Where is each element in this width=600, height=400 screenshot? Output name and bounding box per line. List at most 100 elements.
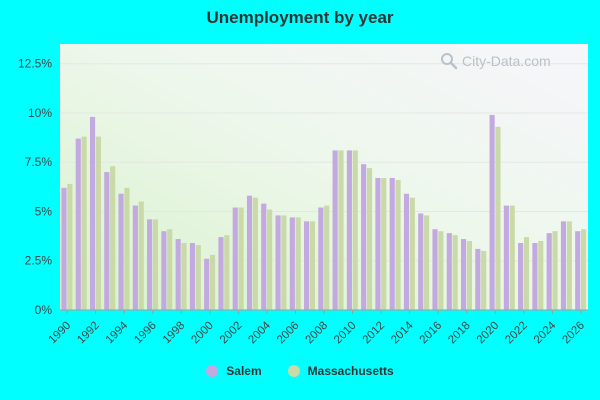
bar-massachusetts-2017 <box>452 235 458 310</box>
legend-item-salem: Salem <box>206 364 262 378</box>
bar-massachusetts-2001 <box>224 235 230 310</box>
bar-salem-2002 <box>232 207 238 310</box>
y-tick-label: 2.5% <box>25 254 53 268</box>
bar-salem-2024 <box>546 233 552 310</box>
bar-massachusetts-2014 <box>409 197 415 310</box>
x-tick-label: 2010 <box>332 320 359 347</box>
bar-salem-1993 <box>104 172 110 310</box>
x-tick-label: 2020 <box>475 320 502 347</box>
x-tick-label: 2000 <box>189 320 216 347</box>
bar-salem-1999 <box>189 243 195 310</box>
bar-salem-2007 <box>304 221 310 310</box>
bar-salem-2026 <box>575 231 581 310</box>
bar-massachusetts-2018 <box>466 241 472 310</box>
bar-massachusetts-1993 <box>110 166 116 310</box>
bar-salem-2015 <box>418 213 424 310</box>
bar-massachusetts-1990 <box>67 183 73 310</box>
x-tick-label: 2022 <box>503 320 530 347</box>
bars <box>61 114 587 311</box>
x-tick-label: 2004 <box>246 319 273 346</box>
bar-massachusetts-2025 <box>566 221 572 310</box>
bar-salem-2000 <box>204 258 210 310</box>
legend-label-salem: Salem <box>226 364 262 378</box>
bar-salem-2011 <box>361 164 367 310</box>
y-tick-label: 5% <box>35 204 53 218</box>
legend-swatch-massachusetts <box>287 365 300 377</box>
bar-salem-2019 <box>475 248 481 310</box>
bar-massachusetts-2026 <box>581 229 587 310</box>
bar-salem-1997 <box>161 231 167 310</box>
bar-salem-2022 <box>518 243 524 310</box>
magnifier-icon <box>441 53 458 70</box>
x-tick-label: 2006 <box>275 320 302 347</box>
bar-salem-2025 <box>560 221 567 310</box>
bar-salem-2021 <box>503 205 509 310</box>
bar-massachusetts-2024 <box>552 231 558 310</box>
x-tick-label: 2008 <box>304 320 331 347</box>
watermark-text: City-Data.com <box>462 53 551 69</box>
bar-salem-2014 <box>403 193 410 310</box>
bar-salem-2023 <box>532 243 538 310</box>
bar-massachusetts-2009 <box>338 150 344 310</box>
bar-salem-2013 <box>389 177 395 310</box>
x-tick-label: 1998 <box>161 320 188 347</box>
legend: Salem Massachusetts <box>0 364 600 378</box>
bar-massachusetts-2007 <box>309 221 316 310</box>
bar-salem-1992 <box>89 116 96 311</box>
bar-massachusetts-2020 <box>495 126 501 310</box>
bar-salem-2018 <box>460 239 467 310</box>
bar-massachusetts-2013 <box>395 179 401 310</box>
y-tick-label: 12.5% <box>18 57 52 71</box>
bar-massachusetts-1996 <box>152 219 159 310</box>
x-tick-label: 2012 <box>361 320 388 347</box>
bar-massachusetts-2023 <box>538 241 544 310</box>
bar-salem-2017 <box>446 233 452 310</box>
x-tick-label: 2016 <box>418 320 445 347</box>
bar-massachusetts-1994 <box>124 187 130 310</box>
x-tick-label: 1992 <box>75 320 102 347</box>
bar-salem-2006 <box>289 217 295 310</box>
legend-swatch-salem <box>206 365 219 377</box>
bar-salem-2010 <box>346 150 352 310</box>
bar-massachusetts-2008 <box>324 205 330 310</box>
bar-massachusetts-2015 <box>424 215 430 310</box>
bar-massachusetts-1992 <box>95 136 101 310</box>
bar-salem-2009 <box>332 150 338 310</box>
bar-salem-1991 <box>75 138 81 310</box>
x-tick-label: 1994 <box>104 319 131 346</box>
x-tick-label: 2002 <box>218 320 245 347</box>
watermark: City-Data.com <box>440 52 551 70</box>
bar-salem-2003 <box>246 195 253 310</box>
bar-massachusetts-1995 <box>138 201 144 310</box>
x-tick-label: 1996 <box>132 320 159 347</box>
bar-massachusetts-2019 <box>481 250 487 310</box>
bar-salem-1996 <box>147 219 153 310</box>
y-tick-label: 0% <box>35 303 53 317</box>
bar-salem-1995 <box>132 205 138 310</box>
bar-massachusetts-1991 <box>81 136 87 310</box>
bar-salem-2004 <box>261 203 267 310</box>
bar-massachusetts-2016 <box>438 231 444 310</box>
bar-massachusetts-1998 <box>181 243 187 310</box>
x-tick-label: 2024 <box>532 319 559 346</box>
x-tick-label: 2014 <box>389 319 416 346</box>
bar-massachusetts-2010 <box>352 150 358 310</box>
bar-salem-2012 <box>375 177 381 310</box>
bar-massachusetts-2002 <box>238 207 244 310</box>
bar-massachusetts-2000 <box>209 254 216 310</box>
bar-massachusetts-2022 <box>523 237 530 310</box>
x-tick-label: 2026 <box>560 320 587 347</box>
y-tick-label: 7.5% <box>25 155 53 169</box>
bar-massachusetts-2005 <box>281 215 287 310</box>
bar-salem-2016 <box>432 229 438 310</box>
x-tick-label: 2018 <box>446 320 473 347</box>
bar-massachusetts-2006 <box>295 217 301 310</box>
bar-massachusetts-2021 <box>509 205 515 310</box>
legend-label-massachusetts: Massachusetts <box>307 364 394 378</box>
bar-salem-1998 <box>175 239 181 310</box>
bar-massachusetts-2004 <box>267 209 273 310</box>
y-tick-label: 10% <box>28 106 52 120</box>
bar-salem-1994 <box>118 193 124 310</box>
x-tick-label: 1990 <box>47 320 74 347</box>
